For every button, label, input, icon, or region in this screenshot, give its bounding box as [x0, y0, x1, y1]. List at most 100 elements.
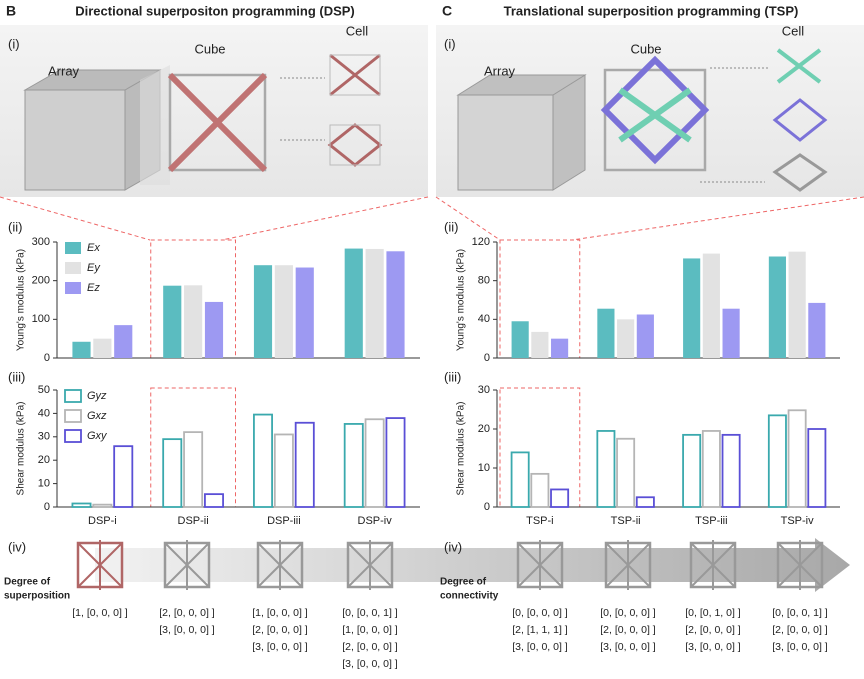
bar: [253, 265, 273, 358]
degree-label: Degree of: [440, 577, 487, 588]
y-tick-label: 0: [484, 501, 490, 513]
bar: [273, 433, 294, 508]
legend-label: Gyz: [87, 390, 107, 402]
bar: [682, 433, 702, 508]
bar: [616, 437, 636, 508]
y-tick-label: 30: [38, 431, 50, 443]
sub-label: (i): [8, 36, 20, 51]
bar: [184, 285, 203, 358]
code: [2, [1, 1, 1] ]: [512, 624, 568, 636]
x-tick-label: TSP-ii: [611, 515, 641, 527]
y-tick-label: 0: [44, 501, 50, 513]
lattice-icon: [257, 540, 303, 590]
bar: [767, 414, 787, 508]
code: [1, [0, 0, 0] ]: [72, 607, 128, 619]
bar: [204, 301, 224, 358]
bar: [385, 417, 406, 508]
bar: [701, 430, 721, 508]
label: Array: [484, 63, 516, 78]
bar: [530, 472, 550, 508]
cube: [618, 87, 692, 143]
code: [0, [0, 0, 0] ]: [512, 607, 568, 619]
legend-swatch: [64, 409, 82, 423]
code: [1, [0, 0, 0] ]: [252, 607, 308, 619]
bar: [511, 321, 529, 358]
lattice-icon: [605, 540, 651, 590]
code: [0, [0, 0, 1] ]: [772, 607, 828, 619]
panel-title: Directional superpositon programming (DS…: [75, 3, 355, 18]
bar: [768, 256, 786, 358]
code: [3, [0, 0, 0] ]: [159, 624, 215, 636]
bar: [635, 496, 655, 508]
y-tick-label: 40: [478, 313, 490, 325]
bar: [597, 308, 615, 358]
legend-swatch: [64, 429, 82, 443]
cube: [168, 73, 267, 172]
y-axis-label: Shear modulus (kPa): [456, 402, 467, 496]
bar: [274, 265, 293, 358]
y-tick-label: 50: [38, 384, 50, 396]
y-tick-label: 200: [32, 275, 50, 287]
leader: [280, 77, 325, 141]
bar: [114, 325, 133, 358]
label: Cube: [630, 41, 661, 56]
sub-label: (iv): [8, 539, 26, 554]
y-tick-label: 30: [478, 384, 490, 396]
y-tick-label: 0: [44, 352, 50, 364]
bar: [295, 267, 314, 358]
y-tick-label: 20: [38, 454, 50, 466]
bar: [204, 493, 224, 508]
lattice-icon: [347, 540, 393, 590]
bar: [722, 308, 740, 358]
bar: [163, 285, 182, 358]
code: [0, [0, 0, 1] ]: [342, 607, 398, 619]
bar: [531, 331, 549, 358]
bar: [72, 341, 91, 358]
bar: [364, 418, 385, 508]
cell: [772, 98, 828, 142]
legend-label: Gxy: [87, 430, 108, 442]
label: Cell: [346, 23, 369, 38]
lattice-icon: [77, 540, 123, 590]
degree-label: superposition: [4, 591, 70, 602]
cell: [329, 124, 381, 166]
label: Array: [48, 63, 80, 78]
degree-label: Degree of: [4, 577, 51, 588]
bar: [343, 423, 364, 508]
y-axis-label: Young's modulus (kPa): [16, 249, 27, 351]
y-axis-label: Young's modulus (kPa): [456, 249, 467, 351]
lattice-icon: [777, 540, 823, 590]
legend-label: Ez: [87, 282, 100, 294]
y-tick-label: 10: [478, 462, 490, 474]
bar: [636, 314, 654, 358]
code: [3, [0, 0, 0] ]: [772, 641, 828, 653]
cell: [329, 54, 381, 96]
x-tick-label: DSP-ii: [178, 515, 209, 527]
code: [3, [0, 0, 0] ]: [600, 641, 656, 653]
x-tick-label: TSP-i: [526, 515, 554, 527]
tsp-illustration: [456, 48, 828, 192]
cell: [776, 48, 822, 84]
y-tick-label: 20: [478, 423, 490, 435]
bar: [808, 302, 826, 358]
y-tick-label: 120: [472, 236, 490, 248]
sub-label: (ii): [444, 219, 458, 234]
dsp-illustration: [23, 53, 383, 191]
code: [2, [0, 0, 0] ]: [685, 624, 741, 636]
array: [456, 74, 587, 191]
code: [1, [0, 0, 0] ]: [342, 624, 398, 636]
sub-label: (iii): [8, 369, 25, 384]
x-tick-label: DSP-iv: [358, 515, 393, 527]
label: Cell: [782, 23, 805, 38]
array: [24, 89, 126, 191]
zoom-line: [0, 196, 864, 241]
y-tick-label: 80: [478, 275, 490, 287]
bar: [787, 409, 807, 508]
code: [2, [0, 0, 0] ]: [342, 641, 398, 653]
bar: [617, 319, 635, 358]
sub-label: (iv): [444, 539, 462, 554]
x-tick-label: DSP-iii: [267, 515, 301, 527]
cell: [772, 153, 828, 192]
sub-label: (i): [444, 36, 456, 51]
